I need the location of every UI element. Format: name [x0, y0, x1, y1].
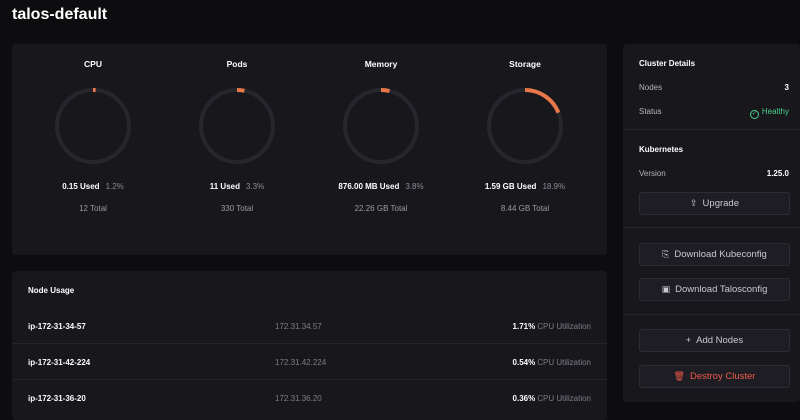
- node-name: ip-172-31-36-20: [28, 394, 86, 403]
- ring-track: [343, 88, 419, 164]
- gauge-memory: Memory 876.00 MB Used 3.8% 22.26 GB Total: [311, 44, 451, 255]
- node-name: ip-172-31-34-57: [28, 322, 86, 331]
- gauge-title: CPU: [84, 59, 102, 69]
- cluster-sidebar: Cluster Details Nodes 3 Status ✓ Healthy …: [623, 44, 800, 402]
- version-label: Version: [639, 169, 666, 178]
- upgrade-button[interactable]: ⇪ Upgrade: [639, 192, 790, 215]
- ring-fill: [55, 88, 131, 164]
- gauge-storage: Storage 1.59 GB Used 18.9% 8.44 GB Total: [455, 44, 595, 255]
- used-percent: 18.9%: [542, 182, 566, 191]
- divider: [623, 129, 800, 130]
- gauge-used: 11 Used 3.3%: [167, 182, 307, 191]
- node-usage-panel: Node Usage ip-172-31-34-57 172.31.34.57 …: [12, 271, 607, 420]
- gauge-total: 22.26 GB Total: [354, 204, 408, 213]
- plus-icon: +: [685, 335, 692, 345]
- add-nodes-label: Add Nodes: [696, 335, 744, 346]
- kubernetes-heading: Kubernetes: [639, 145, 684, 154]
- gauge-title: Memory: [364, 59, 398, 69]
- add-nodes-button[interactable]: + Add Nodes: [639, 329, 790, 352]
- nodes-row: Nodes 3: [639, 83, 789, 92]
- page-title: talos-default: [12, 6, 108, 23]
- used-value: 11 Used: [209, 182, 240, 191]
- node-name: ip-172-31-42-224: [28, 358, 91, 367]
- node-cpu-utilization: 0.36% CPU Utilization: [513, 394, 591, 403]
- memory-ring-chart: [343, 88, 419, 164]
- node-ip: 172.31.34.57: [275, 322, 322, 331]
- trash-icon: 🗑: [673, 371, 685, 381]
- divider: [623, 227, 800, 228]
- destroy-cluster-button[interactable]: 🗑 Destroy Cluster: [639, 365, 790, 388]
- download-talosconfig-label: Download Talosconfig: [675, 284, 768, 295]
- used-value: 0.15 Used: [62, 182, 100, 191]
- used-value: 876.00 MB Used: [338, 182, 400, 191]
- status-label: Status: [639, 107, 662, 116]
- nodes-value: 3: [784, 83, 789, 92]
- node-ip: 172.31.42.224: [275, 358, 327, 367]
- node-cpu-utilization: 1.71% CPU Utilization: [513, 322, 591, 331]
- download-kubeconfig-button[interactable]: ⎘ Download Kubeconfig: [639, 243, 790, 266]
- download-kubeconfig-label: Download Kubeconfig: [674, 249, 767, 260]
- gauge-title: Storage: [509, 59, 541, 69]
- version-row: Version 1.25.0: [639, 169, 789, 178]
- check-circle-icon: ✓: [749, 110, 759, 119]
- terminal-icon: ▣: [661, 284, 671, 294]
- gauge-used: 1.59 GB Used 18.9%: [455, 182, 595, 191]
- node-ip: 172.31.36.20: [275, 394, 322, 403]
- file-download-icon: ⎘: [662, 249, 670, 259]
- util-label: CPU Utilization: [537, 394, 591, 403]
- download-talosconfig-button[interactable]: ▣ Download Talosconfig: [639, 278, 790, 301]
- used-percent: 3.8%: [405, 182, 424, 191]
- node-row[interactable]: ip-172-31-34-57 172.31.34.57 1.71% CPU Ut…: [12, 309, 607, 344]
- util-value: 1.71%: [512, 322, 536, 331]
- util-label: CPU Utilization: [537, 322, 591, 331]
- used-value: 1.59 GB Used: [484, 182, 537, 191]
- node-row[interactable]: ip-172-31-36-20 172.31.36.20 0.36% CPU Ut…: [12, 381, 607, 416]
- used-percent: 3.3%: [246, 182, 265, 191]
- used-percent: 1.2%: [105, 182, 124, 191]
- status-row: Status ✓ Healthy: [639, 107, 789, 119]
- version-value: 1.25.0: [766, 169, 789, 178]
- node-row[interactable]: ip-172-31-42-224 172.31.42.224 0.54% CPU …: [12, 345, 607, 380]
- destroy-cluster-label: Destroy Cluster: [689, 371, 756, 382]
- gauge-used: 0.15 Used 1.2%: [23, 182, 163, 191]
- usage-panel: CPU 0.15 Used 1.2% 12 Total Pods 11 Used 3…: [12, 44, 607, 255]
- gauge-cpu: CPU 0.15 Used 1.2% 12 Total: [23, 44, 163, 255]
- storage-ring-chart: [487, 88, 563, 164]
- ring-fill: [199, 88, 275, 164]
- cpu-ring-chart: [55, 88, 131, 164]
- ring-track: [55, 88, 131, 164]
- util-value: 0.36%: [512, 394, 536, 403]
- ring-fill: [343, 88, 419, 164]
- status-value: ✓ Healthy: [749, 107, 789, 119]
- gauge-total: 330 Total: [220, 204, 254, 213]
- ring-fill: [487, 88, 563, 164]
- upload-icon: ⇪: [690, 198, 698, 208]
- ring-track: [199, 88, 275, 164]
- util-label: CPU Utilization: [537, 358, 591, 367]
- upgrade-label: Upgrade: [702, 198, 739, 209]
- node-usage-title: Node Usage: [28, 286, 75, 295]
- status-text: Healthy: [761, 107, 789, 116]
- divider: [623, 314, 800, 315]
- gauge-title: Pods: [226, 59, 248, 69]
- nodes-label: Nodes: [639, 83, 663, 92]
- util-value: 0.54%: [512, 358, 536, 367]
- gauge-total: 12 Total: [79, 204, 107, 213]
- gauge-pods: Pods 11 Used 3.3% 330 Total: [167, 44, 307, 255]
- pods-ring-chart: [199, 88, 275, 164]
- node-cpu-utilization: 0.54% CPU Utilization: [513, 358, 591, 367]
- gauge-used: 876.00 MB Used 3.8%: [311, 182, 451, 191]
- cluster-details-heading: Cluster Details: [639, 59, 696, 68]
- gauge-total: 8.44 GB Total: [500, 204, 550, 213]
